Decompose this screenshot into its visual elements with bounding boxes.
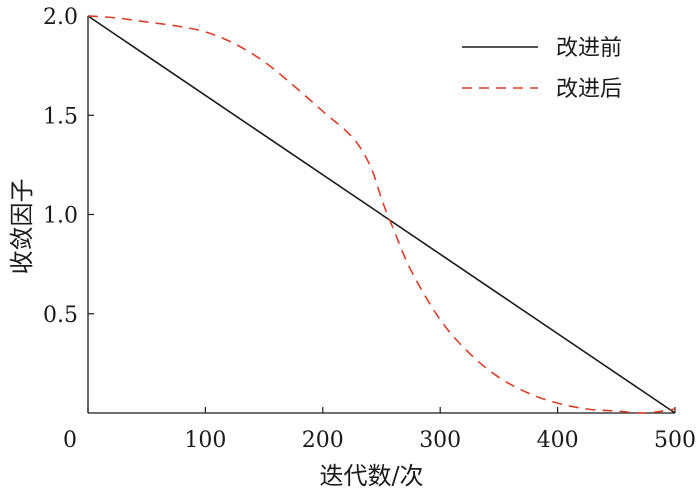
- legend-label: 改进后: [556, 77, 622, 102]
- series-line-improved: [87, 15, 676, 414]
- x-axis-ticks: 0 100 200 300 400 500: [63, 407, 696, 453]
- x-tick-label: 200: [302, 428, 344, 453]
- y-tick-label: 2.0: [43, 5, 78, 30]
- y-tick-label: 0.5: [43, 303, 78, 328]
- y-axis-label: 收敛因子: [8, 179, 36, 275]
- x-tick-label: 100: [184, 428, 226, 453]
- x-tick-label: 400: [537, 428, 579, 453]
- y-tick-label: 1.5: [43, 104, 78, 129]
- x-axis-label: 迭代数/次: [319, 462, 423, 490]
- legend-label: 改进前: [556, 36, 622, 61]
- y-tick-label: 1.0: [43, 204, 78, 229]
- x-tick-label: 500: [654, 428, 696, 453]
- series-layer: [87, 15, 676, 414]
- y-axis-ticks: 0.5 1.0 1.5 2.0: [43, 5, 94, 328]
- x-tick-label: 300: [419, 428, 461, 453]
- series-line-baseline: [87, 15, 676, 414]
- x-tick-label: 0: [63, 428, 77, 453]
